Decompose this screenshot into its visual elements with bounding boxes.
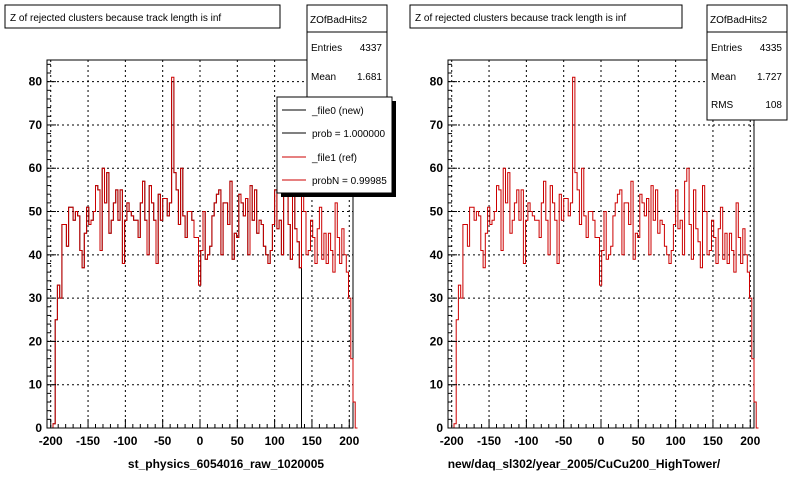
left-x-tick-label: -200 [39, 434, 63, 448]
left-stats-entries-value: 4337 [360, 43, 383, 54]
right-title: Z of rejected clusters because track len… [415, 13, 626, 24]
right-x-tick-label: -50 [555, 434, 573, 448]
left-histogram-series-1 [50, 76, 358, 429]
left-x-tick-label: 100 [265, 434, 285, 448]
left-y-tick-label: 50 [29, 205, 43, 219]
right-stats-name: ZOfBadHits2 [710, 15, 768, 26]
right-x-tick-label: 100 [666, 434, 686, 448]
left-y-tick-label: 80 [29, 75, 43, 89]
left-x-tick-label: 50 [231, 434, 245, 448]
right-stats-mean-label: Mean [711, 72, 736, 83]
right-y-tick-label: 80 [430, 75, 444, 89]
left-y-tick-label: 0 [35, 421, 42, 435]
left-title-box [4, 4, 281, 29]
left-histograms [50, 76, 358, 429]
legend-label-file1: _file1 (ref) [311, 153, 357, 164]
left-x-tick-label: 0 [197, 434, 204, 448]
left-y-tick-label: 60 [29, 161, 43, 175]
left-ticks [47, 63, 350, 429]
right-stats-entries-label: Entries [711, 43, 742, 54]
right-x-axis-label: new/daq_sl302/year_2005/CuCu200_HighTowe… [448, 457, 721, 471]
left-y-tick-label: 10 [29, 378, 43, 392]
right-x-tick-label: 200 [740, 434, 760, 448]
right-y-tick-label: 40 [430, 248, 444, 262]
left-y-tick-label: 20 [29, 334, 43, 348]
right-y-tick-label: 30 [430, 291, 444, 305]
left-y-tick-label: 30 [29, 291, 43, 305]
right-stats-mean-value: 1.727 [757, 72, 782, 83]
right-x-tick-label: 150 [703, 434, 723, 448]
left-stats-mean-value: 1.681 [357, 72, 382, 83]
right-stats-rms-label: RMS [711, 100, 734, 111]
left-x-tick-label: 200 [339, 434, 359, 448]
right-x-tick-label: 50 [632, 434, 646, 448]
right-title-box [409, 4, 683, 29]
right-stats-entries-value: 4335 [760, 43, 783, 54]
legend-label-prob: prob = 1.000000 [312, 129, 386, 140]
left-tick-labels: -200 -150 -100 -50 0 50 100 150 200 0 10 20 30 40 50 60… [29, 75, 360, 448]
right-y-tick-label: 60 [430, 161, 444, 175]
legend-label-probn: probN = 0.99985 [312, 176, 387, 187]
right-stats-box [706, 4, 788, 121]
right-histograms [451, 76, 759, 429]
right-y-tick-label: 70 [430, 118, 444, 132]
right-stats-rms-value: 108 [765, 100, 782, 111]
left-stats-box [306, 4, 388, 111]
left-x-tick-label: -100 [113, 434, 137, 448]
legend-box [276, 96, 393, 194]
right-tick-labels: -200 -150 -100 -50 0 50 100 150 200 0 10 20 30 40 50 60… [430, 75, 761, 448]
right-x-tick-label: -100 [514, 434, 538, 448]
left-x-tick-label: 150 [302, 434, 322, 448]
right-x-tick-label: 0 [598, 434, 605, 448]
left-y-tick-label: 40 [29, 248, 43, 262]
right-y-tick-label: 0 [436, 421, 443, 435]
right-y-tick-label: 50 [430, 205, 444, 219]
right-ticks [448, 63, 751, 429]
left-stats-entries-label: Entries [311, 43, 342, 54]
left-stats-mean-label: Mean [311, 72, 336, 83]
right-x-tick-label: -150 [477, 434, 501, 448]
left-x-tick-label: -50 [154, 434, 172, 448]
legend-label-file0: _file0 (new) [311, 106, 364, 117]
right-pad: Z of rejected clusters because track len… [409, 4, 788, 471]
right-y-tick-label: 10 [430, 378, 444, 392]
left-pad: Z of rejected clusters because track len… [4, 4, 396, 471]
right-x-tick-label: -200 [440, 434, 464, 448]
left-x-axis-label: st_physics_6054016_raw_1020005 [128, 457, 324, 471]
left-title: Z of rejected clusters because track len… [10, 13, 221, 24]
left-stats-name: ZOfBadHits2 [310, 15, 368, 26]
right-y-tick-label: 20 [430, 334, 444, 348]
left-y-tick-label: 70 [29, 118, 43, 132]
left-x-tick-label: -150 [76, 434, 100, 448]
right-histogram-series-0 [451, 76, 759, 429]
